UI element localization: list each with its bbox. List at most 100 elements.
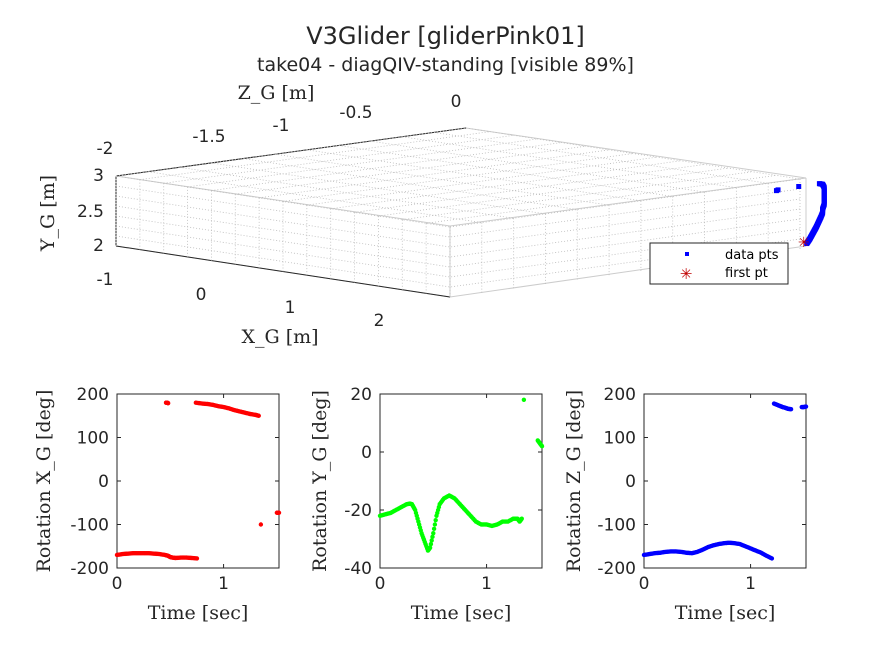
grid-line	[306, 149, 641, 202]
grid-line	[115, 195, 801, 248]
x-axis-label: Time [sec]	[675, 602, 776, 624]
z-tick-label: -1.5	[192, 127, 225, 147]
grid-line	[211, 142, 562, 191]
data-point	[430, 534, 435, 540]
grid-line	[243, 158, 578, 210]
y-tick-label: 0	[361, 443, 372, 463]
grid-line	[465, 127, 801, 180]
z-tick-label: -1	[273, 116, 290, 136]
y-tick-label: 100	[77, 429, 109, 449]
y-ticks-3d: 2 2.5 3	[77, 166, 104, 256]
data-point	[539, 444, 545, 449]
y-tick-label: 20	[350, 385, 372, 405]
y-tick-label: -20	[344, 501, 372, 521]
data-point	[256, 413, 261, 418]
y-tick-label: 2	[93, 236, 104, 256]
y-axis-label-3d: Y_G [m]	[37, 175, 59, 252]
panel-rotation-x: -200 -100 0 100 200 0 1 Time [sec] Rotation X_G …	[33, 385, 282, 624]
grid-line	[235, 145, 586, 195]
grid-3d	[115, 127, 801, 297]
data-point	[429, 538, 434, 543]
y-tick-label: -200	[597, 559, 636, 579]
data-point	[428, 541, 434, 547]
legend-marker-data	[685, 252, 689, 256]
x-tick-label: 0	[375, 574, 386, 594]
data-point	[431, 531, 436, 536]
grid-line	[259, 149, 610, 199]
x-ticks-3d: -1 0 1 2	[97, 270, 385, 331]
y-tick-label: 200	[77, 385, 109, 405]
grid-line	[163, 134, 514, 184]
x-tick-label: 0	[196, 285, 207, 305]
grid-line	[282, 153, 634, 202]
grid-line	[449, 178, 801, 228]
y-axis-label: Rotation X_G [deg]	[33, 390, 55, 573]
x-tick-label: 1	[481, 574, 492, 594]
grid-line	[187, 138, 538, 188]
z-tick-label: -0.5	[339, 103, 372, 123]
panel-rotation-z: -200 -100 0 100 200 0 1 Time [sec] Rotation Z_G …	[563, 385, 809, 624]
grid-line	[330, 160, 681, 210]
z-tick-label: 0	[451, 92, 462, 112]
y-tick-label: 2.5	[77, 202, 104, 222]
figure-title: V3Glider [gliderPink01]	[306, 22, 585, 50]
data-point	[773, 188, 779, 194]
y-tick-label: -100	[597, 516, 636, 536]
data-point	[276, 510, 282, 515]
grid-line	[306, 156, 657, 206]
y-tick-label: 3	[93, 166, 104, 186]
plot-frame	[116, 393, 280, 569]
data-point	[194, 556, 200, 561]
grid-line	[115, 215, 801, 268]
grid-line	[115, 185, 801, 238]
x-tick-label: 1	[285, 298, 296, 318]
grid-line	[338, 145, 673, 197]
data-point	[165, 400, 171, 406]
x-tick-label: 0	[112, 574, 123, 594]
grid-line	[115, 127, 467, 177]
grid-line	[426, 174, 777, 224]
grid-line	[275, 153, 610, 206]
y-tick-label: -100	[70, 516, 109, 536]
grid-line	[378, 167, 729, 217]
y-tick-label: 0	[98, 472, 109, 492]
z-tick-label: -2	[97, 139, 114, 159]
data-point	[519, 516, 524, 521]
grid-line	[147, 171, 482, 224]
z-ticks-3d: -2 -1.5 -1 -0.5 0	[97, 92, 462, 159]
y-tick-label: -40	[344, 559, 372, 579]
x-tick-label: 1	[745, 574, 756, 594]
y-tick-label: 0	[625, 472, 636, 492]
legend-label-first: first pt	[725, 266, 768, 281]
data-point	[803, 404, 809, 409]
y-tick-label: -200	[70, 559, 109, 579]
x-tick-label: 0	[639, 574, 650, 594]
data-point	[796, 183, 802, 189]
x-tick-label: 2	[374, 311, 385, 331]
grid-line	[434, 131, 769, 184]
data-point	[432, 522, 438, 527]
grid-line	[211, 162, 546, 215]
legend-box	[649, 242, 789, 285]
data-point	[258, 522, 264, 527]
y-tick-label: 200	[604, 385, 636, 405]
grid-line	[402, 171, 753, 221]
series-3d: ✳	[773, 181, 827, 251]
figure-subtitle: take04 - diagQIV-standing [visible 89%]	[257, 54, 634, 76]
data-point	[788, 407, 794, 412]
y-axis-label: Rotation Z_G [deg]	[563, 390, 585, 572]
legend-label-data: data pts	[725, 248, 779, 263]
data-point	[816, 181, 822, 187]
grid-line	[402, 136, 737, 189]
grid-line	[370, 140, 705, 193]
x-tick-label: -1	[97, 270, 114, 290]
x-axis-label-3d: X_G [m]	[241, 326, 318, 348]
y-axis-label: Rotation Y_G [deg]	[309, 390, 331, 572]
plot-frame	[643, 393, 807, 569]
data-point	[431, 526, 437, 532]
panel-rotation-y: -40 -20 0 20 0 1 Time [sec] Rotation Y_G [deg]	[309, 385, 545, 624]
x-axis-label: Time [sec]	[148, 602, 249, 624]
legend-marker-first: ✳	[680, 265, 693, 283]
grid-line	[354, 164, 705, 213]
